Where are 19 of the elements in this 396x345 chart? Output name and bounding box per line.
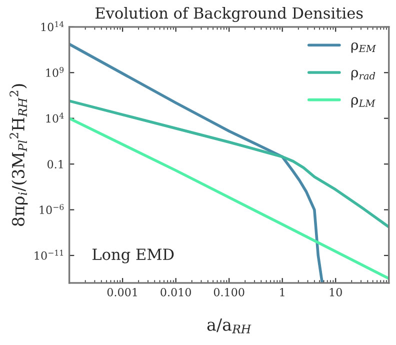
y-tick-label: 10$^{14}$ <box>41 21 64 32</box>
chart-title: Evolution of Background Densities <box>96 6 363 22</box>
x-tick-label: 10 <box>330 288 342 296</box>
legend-label: ρ$_{EM}$ <box>351 42 376 53</box>
line-series <box>69 116 389 280</box>
x-tick-label: 0.100 <box>214 288 244 296</box>
y-tick-label: 10$^{−11}$ <box>34 250 63 260</box>
annotation: Long EMD <box>92 248 174 264</box>
y-tick-label: 0.1 <box>48 160 63 168</box>
legend-label: ρ$_{rad}$ <box>351 70 376 80</box>
text: 8πρ$_{i}$/(3M$_{Pl}$$^{2}$H$_{RH}$$^{2}$) <box>10 84 28 226</box>
y-tick-label: 10$^{−6}$ <box>40 204 64 214</box>
legend-label: ρ$_{LM}$ <box>351 97 376 108</box>
x-tick-label: 1 <box>280 288 284 296</box>
y-tick-label: 10$^{9}$ <box>46 66 64 77</box>
y-tick-label: 10$^{4}$ <box>46 112 64 123</box>
x-tick-label: 0.010 <box>160 288 191 296</box>
x-tick-label: 0.001 <box>107 288 137 296</box>
x-axis-title: a/a$_{RH}$ <box>207 318 252 334</box>
